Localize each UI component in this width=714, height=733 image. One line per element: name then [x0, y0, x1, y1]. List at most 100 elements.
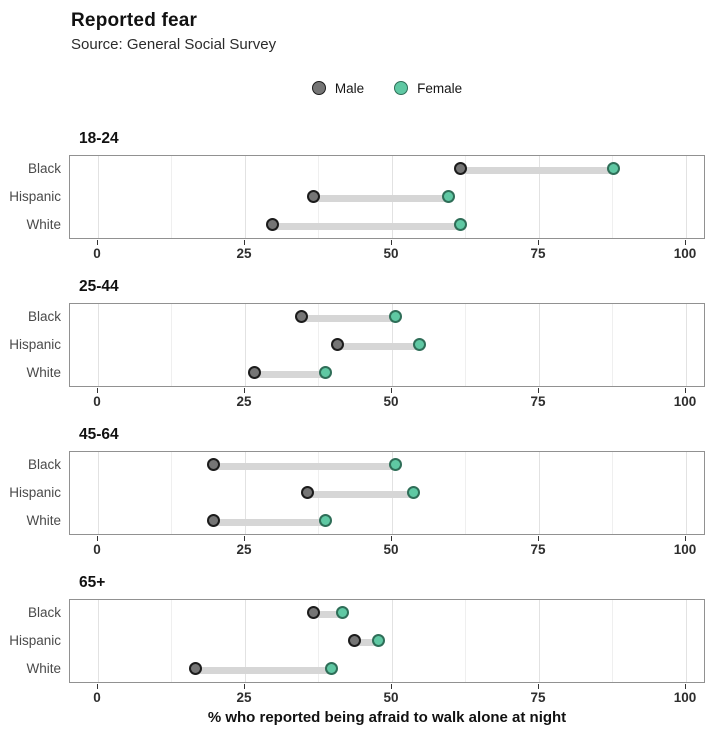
dumbbell-segment [256, 370, 328, 378]
x-axis-tick-label: 100 [673, 246, 697, 261]
minor-gridline [171, 452, 172, 534]
female-dot [606, 161, 620, 175]
male-dot [307, 189, 321, 203]
male-marker-icon [311, 81, 326, 95]
male-dot [207, 513, 221, 527]
facet-65+: 65+ Black Hispanic White 0 25 50 75 100 [0, 571, 714, 707]
x-axis-tick [684, 240, 686, 245]
male-dot [454, 161, 468, 175]
x-axis-tick-label: 75 [530, 690, 546, 705]
male-dot [189, 661, 203, 675]
facet-18-24: 18-24 Black Hispanic White 0 25 50 75 100 [0, 127, 714, 263]
x-axis-tick-label: 100 [673, 542, 697, 557]
legend-label: Male [334, 80, 365, 96]
major-gridline [538, 304, 540, 386]
x-axis-title: % who reported being afraid to walk alon… [207, 709, 567, 726]
male-dot [348, 633, 362, 647]
legend: Male Female [69, 79, 705, 97]
major-gridline [244, 452, 246, 534]
x-axis-tick-label: 50 [383, 542, 399, 557]
male-dot [265, 217, 279, 231]
x-axis-tick [390, 240, 392, 245]
female-dot [318, 365, 332, 379]
facets: 18-24 Black Hispanic White 0 25 50 75 100 25-44 Bl… [0, 127, 714, 707]
dumbbell-segment [339, 342, 422, 350]
facet-title: 25-44 [79, 278, 119, 295]
y-axis-label: Hispanic [9, 189, 61, 204]
major-gridline [244, 304, 246, 386]
minor-gridline [318, 304, 319, 386]
x-axis-tick [537, 388, 539, 393]
dumbbell-segment [315, 194, 451, 202]
minor-gridline [171, 600, 172, 682]
minor-gridline [612, 600, 613, 682]
plot-panel [69, 599, 705, 683]
dumbbell-segment [274, 222, 463, 230]
major-gridline [685, 156, 687, 238]
minor-gridline [465, 452, 466, 534]
x-axis-tick-label: 75 [530, 394, 546, 409]
x-axis-tick [243, 684, 245, 689]
major-gridline [538, 600, 540, 682]
chart-title: Reported fear [71, 10, 198, 31]
male-dot [330, 337, 344, 351]
x-axis-tick [243, 536, 245, 541]
x-axis-tick [390, 536, 392, 541]
legend-item-female: Female [394, 81, 462, 96]
y-axis-label: Hispanic [9, 633, 61, 648]
minor-gridline [465, 600, 466, 682]
minor-gridline [318, 600, 319, 682]
dumbbell-segment [197, 666, 334, 674]
facet-25-44: 25-44 Black Hispanic White 0 25 50 75 100 [0, 275, 714, 411]
x-axis-tick-label: 25 [236, 246, 252, 261]
y-axis-label: White [26, 365, 61, 380]
major-gridline [685, 600, 687, 682]
male-dot [248, 365, 262, 379]
major-gridline [391, 600, 393, 682]
legend-label: Female [417, 80, 463, 96]
female-dot [371, 633, 385, 647]
minor-gridline [171, 156, 172, 238]
chart-subtitle: Source: General Social Survey [71, 36, 277, 53]
y-axis-label: Black [27, 457, 61, 472]
minor-gridline [465, 304, 466, 386]
major-gridline [97, 156, 99, 238]
x-axis-tick [96, 684, 98, 689]
x-axis-tick-label: 75 [530, 542, 546, 557]
chart-header: Reported fear Source: General Social Sur… [0, 0, 714, 55]
major-gridline [97, 304, 99, 386]
facet-title: 18-24 [79, 130, 119, 147]
major-gridline [97, 452, 99, 534]
x-axis-tick [537, 684, 539, 689]
x-axis-tick [96, 536, 98, 541]
facet-45-64: 45-64 Black Hispanic White 0 25 50 75 100 [0, 423, 714, 559]
x-axis-tick-label: 100 [673, 394, 697, 409]
x-axis-tick-label: 25 [236, 690, 252, 705]
x-axis-tick [96, 240, 98, 245]
x-axis-tick [243, 388, 245, 393]
male-dot [301, 485, 315, 499]
dumbbell-segment [303, 314, 398, 322]
dumbbell-segment [215, 462, 398, 470]
female-dot [389, 309, 403, 323]
minor-gridline [612, 304, 613, 386]
minor-gridline [612, 156, 613, 238]
y-axis-label: Black [27, 605, 61, 620]
x-axis-tick-label: 50 [383, 246, 399, 261]
dumbbell-segment [356, 638, 381, 646]
facet-title: 65+ [79, 574, 106, 591]
x-axis-tick-label: 25 [236, 542, 252, 557]
minor-gridline [171, 304, 172, 386]
female-dot [318, 513, 332, 527]
y-axis-label: White [26, 661, 61, 676]
major-gridline [538, 452, 540, 534]
dumbbell-segment [315, 610, 345, 618]
x-axis-tick-label: 0 [93, 246, 101, 261]
dumbbell-segment [309, 490, 416, 498]
x-axis-tick-label: 25 [236, 394, 252, 409]
x-axis-tick-label: 50 [383, 394, 399, 409]
female-marker-icon [394, 81, 409, 95]
major-gridline [685, 304, 687, 386]
female-dot [336, 605, 350, 619]
